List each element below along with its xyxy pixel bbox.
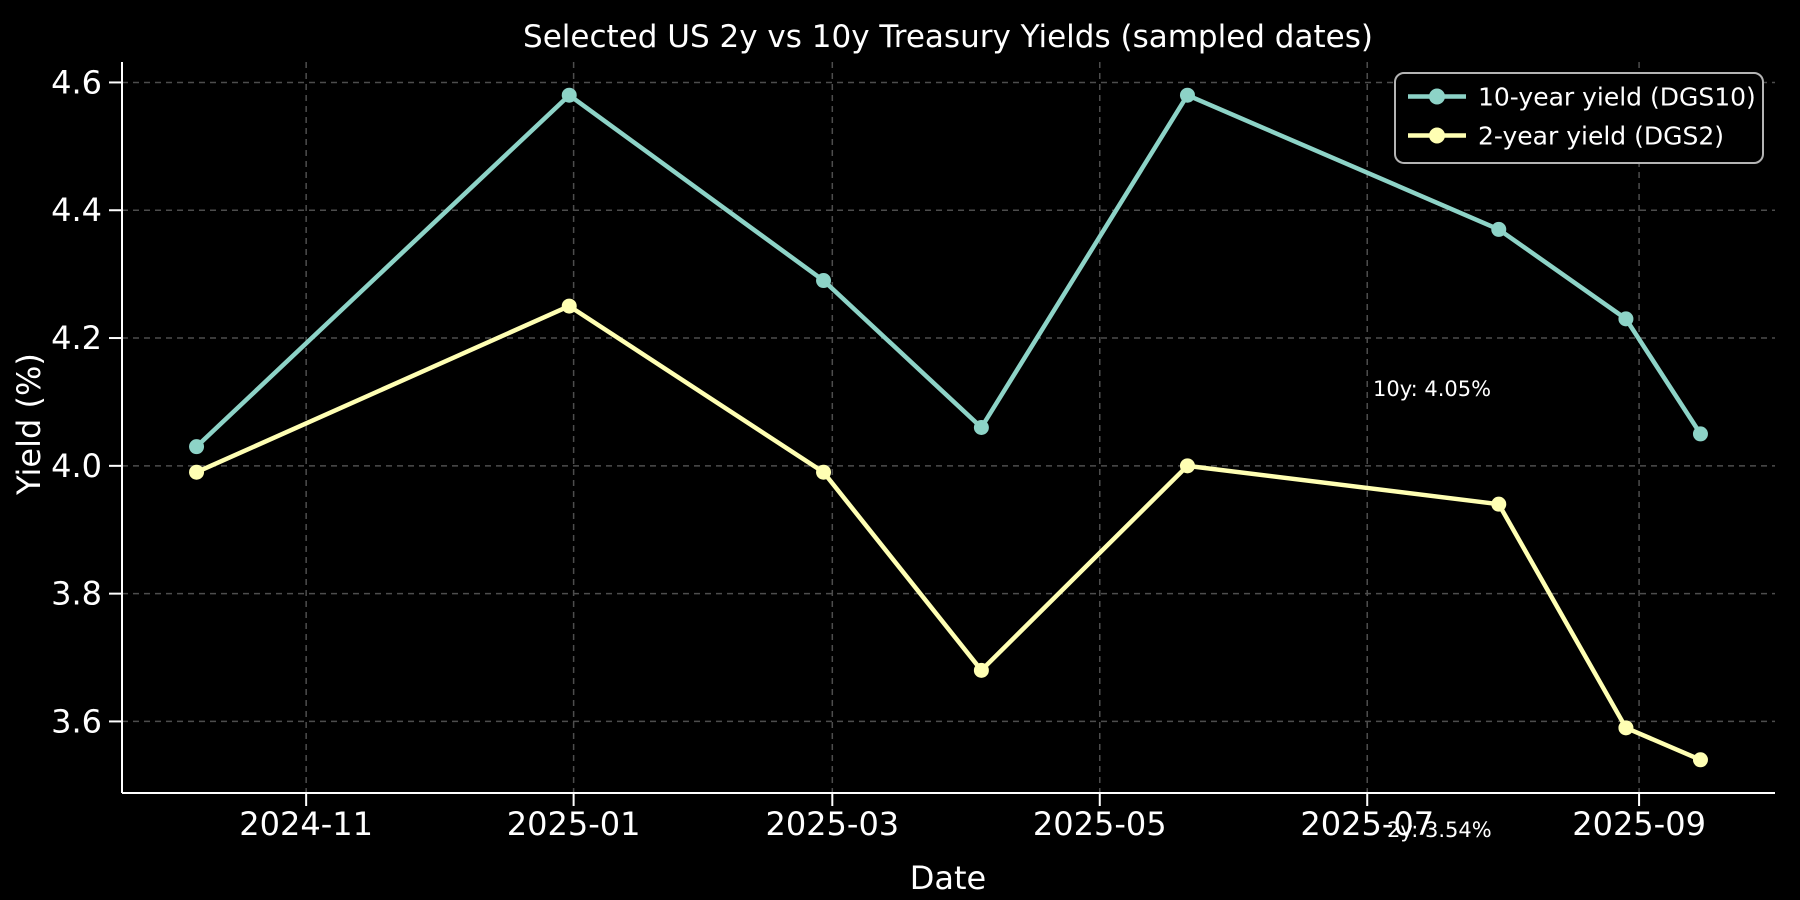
y-tick-label: 4.6 [51, 63, 102, 101]
y-axis-label: Yield (%) [10, 353, 48, 496]
x-axis-label: Date [910, 859, 986, 897]
data-point-s0-7 [1692, 426, 1708, 442]
legend-item-label: 2-year yield (DGS2) [1478, 122, 1724, 151]
data-point-s0-5 [1491, 221, 1507, 237]
legend-sample-marker [1429, 127, 1445, 144]
x-tick-label: 2025-05 [1033, 805, 1167, 843]
x-tick-label: 2025-09 [1572, 805, 1706, 843]
y-tick-label: 4.0 [51, 447, 102, 485]
data-point-s1-0 [189, 464, 205, 480]
annotation-2y: 2y: 3.54% [1387, 818, 1492, 842]
x-tick-label: 2025-03 [765, 805, 899, 843]
series-line-0 [194, 92, 1703, 449]
data-point-s0-6 [1618, 311, 1634, 327]
y-tick-label: 3.6 [51, 702, 102, 740]
y-tick-label: 4.2 [51, 319, 102, 357]
legend: 10-year yield (DGS10) 2-year yield (DGS2) [1394, 72, 1764, 164]
data-point-s1-2 [816, 464, 832, 480]
y-tick-label: 4.4 [51, 191, 102, 229]
x-tick-label: 2024-11 [239, 805, 373, 843]
legend-item-label: 10-year yield (DGS10) [1478, 83, 1756, 112]
annotation-10y: 10y: 4.05% [1373, 377, 1491, 401]
data-point-s0-2 [816, 273, 832, 289]
chart-title: Selected US 2y vs 10y Treasury Yields (s… [523, 19, 1373, 55]
data-point-s0-0 [189, 439, 205, 455]
series-line-1 [194, 303, 1703, 763]
data-point-s1-6 [1618, 720, 1634, 736]
annotation-layer: 10y: 4.05% 2y: 3.54% [1373, 377, 1492, 842]
data-point-s0-3 [973, 420, 989, 435]
x-tick-label: 2025-01 [507, 805, 641, 843]
legend-box [1394, 72, 1764, 164]
data-point-s1-5 [1491, 496, 1507, 512]
x-tick-label: 2025-07 [1300, 805, 1434, 843]
y-tick-label: 3.8 [51, 575, 102, 613]
data-point-s1-3 [973, 662, 989, 678]
legend-sample-marker [1429, 88, 1445, 105]
data-point-s1-4 [1179, 458, 1195, 474]
data-point-s0-1 [561, 87, 577, 103]
series-layer [189, 87, 1708, 768]
data-point-s0-4 [1179, 87, 1195, 103]
data-point-s1-7 [1692, 752, 1708, 768]
grid-layer [122, 62, 1775, 793]
axes-layer: 3.6 3.8 4.0 4.2 4.4 4.6 2024-11 2025-01 2025-03 2… [51, 62, 1775, 843]
data-point-s1-1 [561, 298, 577, 314]
